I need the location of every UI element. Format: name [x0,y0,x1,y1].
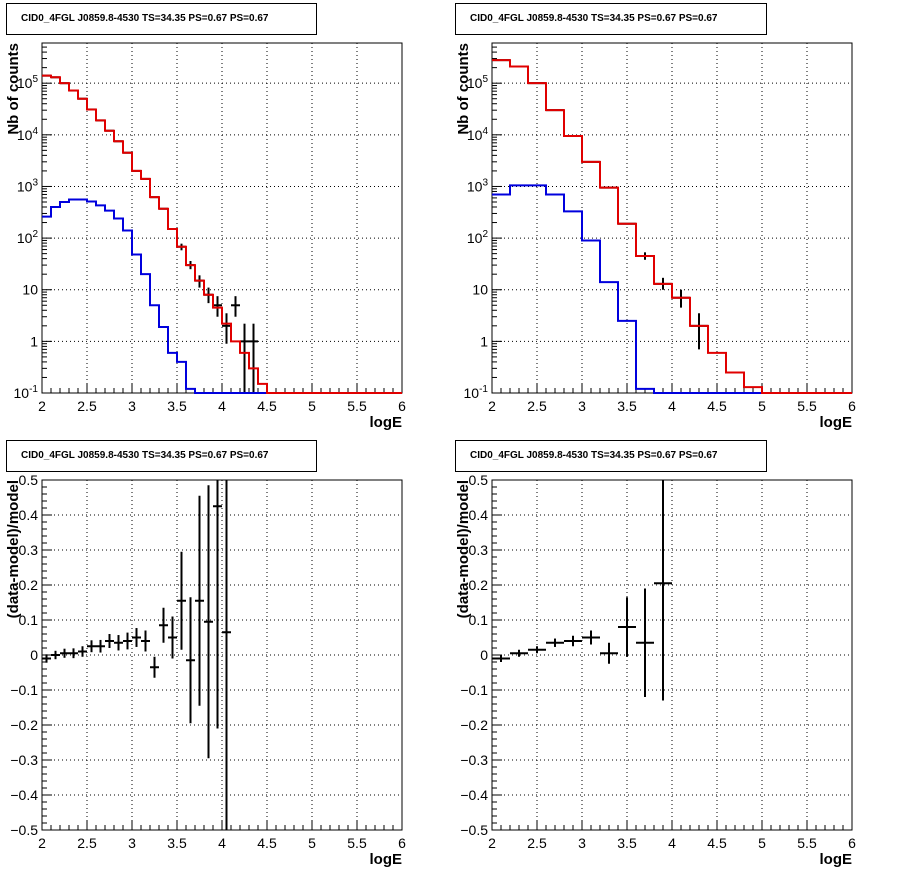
y-tick-label: 10-1 [14,384,39,401]
x-tick-label: 3.5 [167,835,187,851]
title-box-top-left: CID0_4FGL J0859.8-4530 TS=34.35 PS=0.67 … [6,3,317,35]
y-tick-label: 0.3 [19,542,39,558]
title-box-bottom-left: CID0_4FGL J0859.8-4530 TS=34.35 PS=0.67 … [6,440,317,472]
y-tick-label: 0.1 [19,612,39,628]
y-tick-label: 1 [480,333,488,349]
x-tick-label: 4.5 [257,398,277,414]
x-axis-label: logE [370,851,403,868]
x-tick-label: 3 [128,398,136,414]
y-tick-label: 0.5 [19,472,39,488]
total-model-histogram [492,59,852,394]
y-tick-label: 102 [467,229,489,246]
x-tick-label: 4 [218,398,226,414]
y-tick-label: 0 [480,647,488,663]
title-box-top-right: CID0_4FGL J0859.8-4530 TS=34.35 PS=0.67 … [455,3,767,35]
y-tick-label: 102 [17,229,39,246]
x-tick-label: 4.5 [707,398,727,414]
x-tick-label: 6 [398,398,406,414]
y-tick-label: 0.3 [469,542,489,558]
chart-panel-1: 2 2.5 3 3.5 4 4.5 5 5.5 610-1110102103104105logE… [455,42,856,431]
x-tick-label: 5.5 [797,835,817,851]
x-tick-label: 5 [308,835,316,851]
x-tick-label: 4.5 [257,835,277,851]
x-tick-label: 6 [848,835,856,851]
y-tick-label: 0.1 [469,612,489,628]
x-tick-label: 2.5 [527,398,547,414]
x-tick-label: 5 [758,398,766,414]
x-tick-label: 3.5 [617,398,637,414]
plot-frame [491,479,853,831]
y-axis-label: Nb of counts [5,43,22,135]
y-tick-label: 10 [22,282,38,298]
x-tick-label: 5.5 [347,835,367,851]
x-tick-label: 4.5 [707,835,727,851]
y-tick-label: 0.2 [469,577,489,593]
y-tick-label: −0.5 [460,822,488,838]
x-tick-label: 2.5 [527,835,547,851]
x-tick-label: 2 [488,398,496,414]
y-axis-label: (data-model)/model [5,480,22,618]
y-tick-label: −0.1 [460,682,488,698]
y-tick-label: −0.2 [10,717,38,733]
x-axis-label: logE [370,414,403,431]
x-tick-label: 5 [758,835,766,851]
y-axis-label: Nb of counts [455,43,472,135]
y-tick-label: −0.3 [460,752,488,768]
y-tick-label: 0.2 [19,577,39,593]
total-model-histogram [42,74,402,394]
x-tick-label: 3 [128,835,136,851]
y-tick-label: −0.4 [10,787,38,803]
y-tick-label: 0.5 [469,472,489,488]
x-tick-label: 5.5 [347,398,367,414]
x-tick-label: 4 [668,835,676,851]
chart-panel-2: 2 2.5 3 3.5 4 4.5 5 5.5 6 −0.5 −0.4 −0.3 −0.2 −0.1 0 0.… [5,472,406,868]
plot-frame [41,479,403,831]
x-tick-label: 6 [848,398,856,414]
y-tick-label: −0.1 [10,682,38,698]
x-tick-label: 3 [578,398,586,414]
y-tick-label: 0 [30,647,38,663]
y-tick-label: −0.2 [460,717,488,733]
x-tick-label: 2 [488,835,496,851]
x-axis-label: logE [820,851,853,868]
y-tick-label: 10-1 [464,384,489,401]
x-tick-label: 6 [398,835,406,851]
x-axis-label: logE [820,414,853,431]
x-tick-label: 2.5 [77,398,97,414]
x-tick-label: 5.5 [797,398,817,414]
x-tick-label: 3 [578,835,586,851]
x-tick-label: 4 [218,835,226,851]
y-tick-label: −0.5 [10,822,38,838]
x-tick-label: 3.5 [617,835,637,851]
title-box-bottom-right: CID0_4FGL J0859.8-4530 TS=34.35 PS=0.67 … [455,440,767,472]
y-tick-label: 1 [30,333,38,349]
y-axis-label: (data-model)/model [455,480,472,618]
y-tick-label: 103 [17,177,39,194]
y-tick-label: −0.4 [460,787,488,803]
y-tick-label: 103 [467,177,489,194]
x-tick-label: 2.5 [77,835,97,851]
chart-panel-3: 2 2.5 3 3.5 4 4.5 5 5.5 6 −0.5 −0.4 −0.3 −0.2 −0.1 0 0.… [455,472,856,868]
chart-panel-0: 2 2.5 3 3.5 4 4.5 5 5.5 610-1110102103104105logE… [5,42,406,431]
x-tick-label: 2 [38,398,46,414]
x-tick-label: 3.5 [167,398,187,414]
y-tick-label: 10 [472,282,488,298]
y-tick-label: 0.4 [19,507,39,523]
y-tick-label: 0.4 [469,507,489,523]
x-tick-label: 5 [308,398,316,414]
x-tick-label: 2 [38,835,46,851]
y-tick-label: −0.3 [10,752,38,768]
x-tick-label: 4 [668,398,676,414]
